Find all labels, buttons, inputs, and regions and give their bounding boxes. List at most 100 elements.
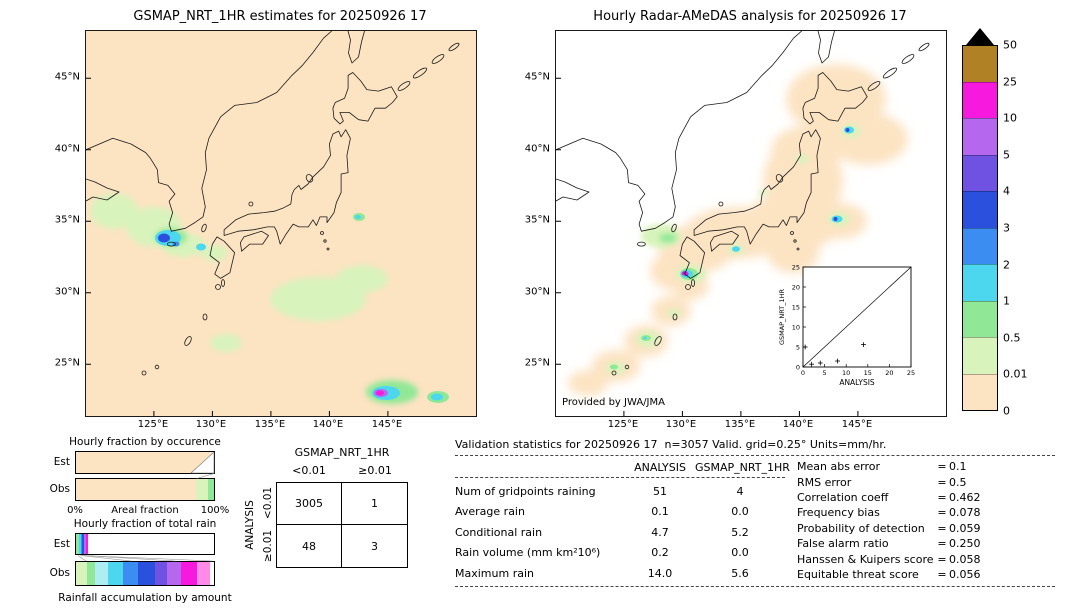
occurrence-est-label: Est [53, 456, 70, 468]
svg-text:0: 0 [801, 369, 805, 377]
axis-ticks-right [556, 77, 859, 416]
occurrence-chart-title: Hourly fraction by occurence [69, 436, 221, 448]
score-row: Probability of detection = 0.059 [797, 521, 981, 535]
colorbar-tick-label: 1 [1003, 294, 1010, 308]
svg-text:5: 5 [796, 343, 800, 351]
right-ytick-35n: 35°N [524, 214, 550, 226]
stats-title: Validation statistics for 20250926 17 n=… [455, 438, 887, 451]
svg-text:15: 15 [792, 303, 800, 311]
rain-cells-right [610, 126, 854, 370]
right-xtick-145e: 145°E [841, 419, 873, 430]
score-row: Equitable threat score = 0.056 [797, 567, 981, 581]
colorbar-segment [963, 264, 997, 301]
contingency-table: GSMAP_NRT_1HR <0.01 ≥0.01 ANALYSIS <0.01… [238, 446, 413, 596]
colorbar-tick-label: 3 [1003, 221, 1010, 235]
skill-scores: Mean abs error = 0.1 RMS error = 0.5 Correla… [797, 459, 1055, 582]
occurrence-obs-label: Obs [49, 483, 70, 495]
occurrence-est-bar [75, 451, 215, 474]
inset-xlabel: ANALYSIS [839, 378, 875, 387]
colorbar-segment [963, 337, 997, 374]
right-xtick-140e: 140°E [782, 419, 814, 430]
right-xtick-130e: 130°E [665, 419, 697, 430]
score-row: Hanssen & Kuipers score = 0.058 [797, 552, 981, 566]
areal-fraction-axis-label: Areal fraction [111, 505, 179, 516]
score-row: False alarm ratio = 0.250 [797, 537, 981, 551]
contingency-cell-01: 1 [342, 483, 407, 525]
bar-segment [107, 562, 123, 585]
contingency-title: GSMAP_NRT_1HR [294, 446, 390, 459]
colorbar-segment [963, 81, 997, 118]
svg-text:0: 0 [796, 363, 800, 371]
left-ytick-35n: 35°N [54, 214, 80, 226]
stats-row: Maximum rain 14.0 5.6 [455, 566, 749, 580]
bar-segment [82, 534, 84, 554]
colorbar-tick-label: 10 [1003, 111, 1017, 125]
colorbar-segment [963, 300, 997, 337]
svg-text:25: 25 [792, 263, 800, 271]
bar-segment [76, 479, 197, 500]
totalrain-est-bar [75, 533, 215, 555]
bar-segment [196, 479, 209, 500]
bar-segment [180, 562, 198, 585]
left-map-canvas [85, 30, 461, 416]
totalrain-caption: Rainfall accumulation by amount [58, 592, 232, 604]
colorbar-tick-label: 0 [1003, 404, 1010, 418]
svg-text:10: 10 [842, 369, 850, 377]
inset-identity-line [802, 266, 912, 368]
svg-text:25: 25 [907, 369, 915, 377]
gsmap-estimates-map [85, 30, 477, 417]
rain-cells-left [155, 213, 449, 403]
score-row: Frequency bias = 0.078 [797, 506, 981, 520]
bar-segment [154, 562, 167, 585]
left-map-title: GSMAP_NRT_1HR estimates for 20250926 17 [133, 9, 427, 24]
colorbar-segment [963, 191, 997, 228]
left-ytick-40n: 40°N [54, 143, 80, 155]
totalrain-chart-title: Hourly fraction of total rain [73, 518, 217, 530]
right-ytick-40n: 40°N [524, 143, 550, 155]
colorbar-tick-label: 5 [1003, 148, 1010, 162]
colorbar-tick-label: 50 [1003, 38, 1017, 52]
divider [455, 477, 785, 478]
rain-patches-left [90, 193, 418, 404]
right-xtick-125e: 125°E [607, 419, 639, 430]
colorbar-tick-label: 2 [1003, 258, 1010, 272]
colorbar-tick-label: 25 [1003, 75, 1017, 89]
score-row: Correlation coeff = 0.462 [797, 490, 981, 504]
colorbar-segment [963, 373, 997, 410]
right-ytick-25n: 25°N [524, 357, 550, 369]
bar-segment [167, 562, 181, 585]
contingency-cell-00: 3005 [277, 483, 342, 525]
left-ytick-30n: 30°N [54, 286, 80, 298]
bar-segment [78, 534, 81, 554]
left-xtick-130e: 130°E [195, 419, 227, 430]
bar-segment [76, 562, 88, 585]
areal-fraction-0: 0% [67, 505, 83, 516]
right-xtick-135e: 135°E [724, 419, 756, 430]
left-xtick-125e: 125°E [137, 419, 169, 430]
validation-statistics: Validation statistics for 20250926 17 n=… [455, 438, 1055, 590]
score-row: Mean abs error = 0.1 [797, 460, 967, 474]
right-map-canvas [555, 30, 931, 416]
left-xtick-135e: 135°E [254, 419, 286, 430]
contingency-row-ge: ≥0.01 [262, 529, 274, 563]
bar-segment [197, 562, 210, 585]
contingency-side-label: ANALYSIS [244, 500, 256, 550]
totalrain-est-label: Est [53, 538, 70, 550]
svg-text:20: 20 [792, 283, 800, 291]
stats-col-analysis: ANALYSIS [634, 460, 686, 474]
contingency-row-lt: <0.01 [262, 486, 274, 520]
colorbar-segment [963, 46, 997, 82]
areal-fraction-100: 100% [200, 505, 230, 516]
colorbar-segment [963, 118, 997, 155]
radar-amedas-map: Provided by JWA/JMA 0 0 5 5 10 10 15 15 20 20 25 25… [555, 30, 947, 417]
right-map-title: Hourly Radar-AMeDAS analysis for 2025092… [593, 9, 907, 24]
stats-row: Conditional rain 4.7 5.2 [455, 525, 749, 539]
inset-scatter-points [802, 342, 866, 367]
svg-text:5: 5 [823, 369, 827, 377]
divider [455, 455, 1055, 456]
svg-text:10: 10 [792, 323, 800, 331]
inset-ylabel: GSMAP_NRT_1HR [778, 288, 786, 345]
stats-col-gsmap: GSMAP_NRT_1HR [695, 460, 790, 474]
left-xtick-140e: 140°E [312, 419, 344, 430]
left-ytick-25n: 25°N [54, 357, 80, 369]
